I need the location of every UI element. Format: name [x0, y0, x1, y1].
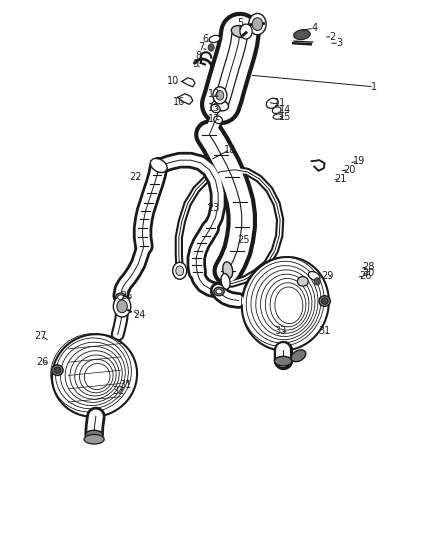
Ellipse shape [214, 116, 223, 124]
Circle shape [240, 24, 252, 39]
Text: 33: 33 [274, 326, 286, 336]
Text: 17: 17 [208, 114, 221, 124]
Text: 15: 15 [279, 111, 292, 122]
Ellipse shape [297, 277, 308, 286]
Circle shape [213, 87, 227, 104]
Text: 24: 24 [133, 310, 146, 320]
Text: 25: 25 [237, 235, 249, 245]
Text: 14: 14 [279, 104, 292, 115]
Polygon shape [182, 78, 195, 87]
Text: 6: 6 [202, 34, 208, 44]
Ellipse shape [308, 271, 320, 280]
Text: 27: 27 [35, 330, 47, 341]
Ellipse shape [231, 26, 250, 37]
Ellipse shape [266, 98, 278, 108]
Ellipse shape [216, 289, 222, 294]
Text: 31: 31 [318, 326, 331, 336]
Ellipse shape [319, 296, 330, 306]
Text: 26: 26 [359, 271, 371, 281]
Text: 13: 13 [208, 103, 220, 113]
Circle shape [216, 91, 224, 100]
Ellipse shape [294, 30, 310, 39]
Circle shape [314, 278, 320, 285]
Text: 32: 32 [113, 386, 125, 397]
Ellipse shape [242, 257, 329, 350]
Ellipse shape [214, 287, 224, 296]
Ellipse shape [321, 298, 328, 304]
Text: 23: 23 [208, 203, 220, 213]
Text: 9: 9 [192, 60, 198, 69]
Text: 2: 2 [329, 32, 336, 42]
Ellipse shape [291, 350, 306, 362]
Text: 30: 30 [362, 269, 374, 278]
Polygon shape [311, 160, 325, 171]
Text: 18: 18 [224, 144, 236, 155]
Ellipse shape [52, 334, 137, 417]
Text: 8: 8 [195, 51, 201, 61]
Text: 20: 20 [343, 165, 355, 175]
Circle shape [249, 13, 266, 35]
Text: 10: 10 [167, 77, 179, 86]
Ellipse shape [272, 107, 281, 114]
Ellipse shape [84, 434, 104, 444]
Text: 22: 22 [129, 172, 141, 182]
Ellipse shape [116, 293, 126, 302]
Ellipse shape [223, 262, 233, 279]
Text: 21: 21 [334, 174, 346, 184]
Text: 28: 28 [362, 262, 374, 271]
Text: 3: 3 [336, 38, 342, 48]
Ellipse shape [150, 158, 167, 173]
Text: 1: 1 [371, 82, 377, 92]
Ellipse shape [209, 35, 220, 43]
Text: 31: 31 [119, 379, 131, 390]
Text: 26: 26 [36, 357, 48, 367]
Ellipse shape [85, 430, 103, 440]
Ellipse shape [52, 365, 63, 375]
Ellipse shape [118, 295, 124, 300]
Circle shape [208, 44, 214, 51]
Text: 4: 4 [311, 23, 317, 34]
Circle shape [252, 18, 263, 30]
Text: 16: 16 [173, 96, 185, 107]
Text: 19: 19 [353, 156, 365, 166]
Ellipse shape [275, 357, 292, 366]
Circle shape [117, 300, 127, 313]
Text: 5: 5 [237, 18, 243, 28]
Ellipse shape [212, 100, 229, 111]
Ellipse shape [211, 104, 220, 113]
Circle shape [176, 266, 184, 276]
Circle shape [113, 296, 131, 317]
Text: 29: 29 [321, 271, 333, 281]
Text: 11: 11 [274, 98, 286, 108]
Text: 25: 25 [120, 290, 133, 301]
Circle shape [173, 262, 187, 279]
Polygon shape [177, 94, 193, 104]
Ellipse shape [54, 367, 61, 373]
Text: 12: 12 [208, 88, 220, 99]
Ellipse shape [273, 114, 283, 119]
Ellipse shape [221, 273, 230, 289]
Text: 7: 7 [198, 43, 205, 52]
